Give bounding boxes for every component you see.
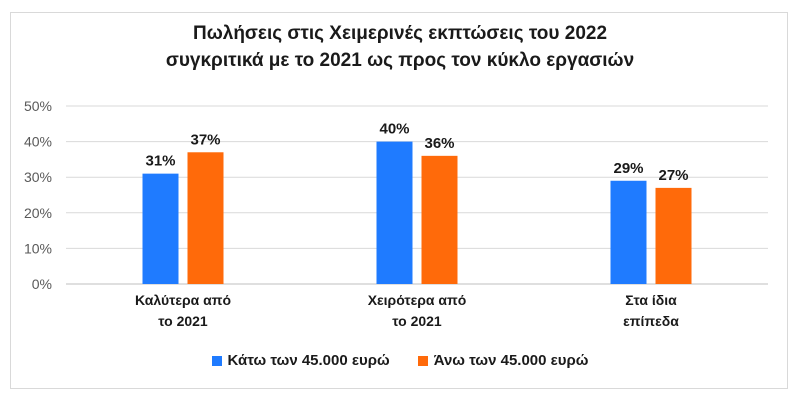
legend: Κάτω των 45.000 ευρώ Άνω των 45.000 ευρώ (0, 352, 800, 369)
y-tick-label: 10% (24, 240, 52, 256)
x-category-label: Στα ίδια (625, 292, 677, 308)
x-category-label: Καλύτερα από (135, 292, 231, 308)
bar-series-2 (655, 187, 692, 284)
bar-series-2 (187, 152, 224, 284)
data-label: 29% (613, 160, 643, 177)
data-label: 31% (145, 153, 175, 170)
x-category-label: Χειρότερα από (368, 292, 467, 308)
y-tick-label: 50% (24, 98, 52, 114)
data-label: 40% (379, 121, 409, 138)
legend-item-series-1: Κάτω των 45.000 ευρώ (211, 352, 390, 369)
bar-series-1 (610, 180, 647, 284)
chart-title-line-1: Πωλήσεις στις Χειμερινές εκπτώσεις του 2… (192, 23, 608, 44)
x-category-label: το 2021 (158, 313, 208, 329)
chart-title-line-2: συγκριτικά με το 2021 ως προς τον κύκλο … (165, 50, 635, 71)
x-category-label: το 2021 (392, 313, 442, 329)
legend-item-series-2: Άνω των 45.000 ευρώ (417, 352, 589, 369)
y-tick-label: 0% (32, 276, 52, 292)
legend-swatch-series-2 (417, 355, 428, 366)
legend-label-series-1: Κάτω των 45.000 ευρώ (227, 352, 390, 369)
bar-series-1 (376, 141, 413, 284)
data-label: 36% (424, 135, 454, 152)
legend-swatch-series-1 (211, 355, 222, 366)
data-label: 37% (190, 131, 220, 148)
y-tick-label: 30% (24, 169, 52, 185)
x-category-label: επίπεδα (623, 313, 679, 329)
chart-title: Πωλήσεις στις Χειμερινές εκπτώσεις του 2… (0, 20, 800, 74)
data-label: 27% (658, 167, 688, 184)
y-tick-label: 40% (24, 134, 52, 150)
y-tick-label: 20% (24, 205, 52, 221)
bar-series-2 (421, 155, 458, 284)
bar-series-1 (142, 173, 179, 284)
legend-label-series-2: Άνω των 45.000 ευρώ (433, 352, 589, 369)
